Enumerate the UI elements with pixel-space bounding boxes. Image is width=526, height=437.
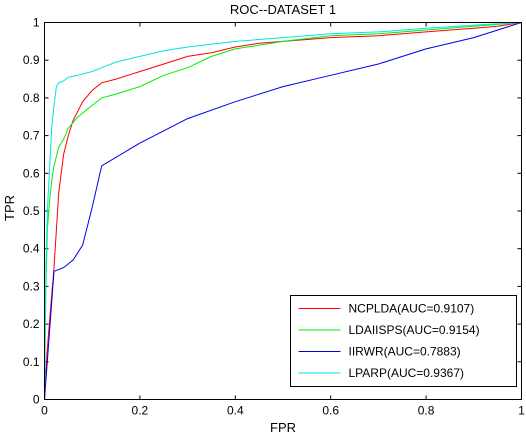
y-tick-label: 0.9 — [23, 53, 40, 67]
y-tick-label: 0 — [33, 393, 40, 407]
plot-frame — [44, 22, 522, 400]
legend: NCPLDA(AUC=0.9107) LDAIISPS(AUC=0.9154) II… — [290, 295, 517, 387]
y-tick-label: 0.1 — [23, 355, 40, 369]
legend-label-0: NCPLDA(AUC=0.9107) — [349, 302, 475, 316]
y-tick-label: 0.8 — [23, 91, 40, 105]
y-tick-label: 0.2 — [23, 317, 40, 331]
x-axis-label: FPR — [270, 420, 296, 435]
y-tick-label: 0.3 — [23, 279, 40, 293]
y-tick-label: 0.6 — [23, 166, 40, 180]
x-tick-label: 0 — [41, 404, 48, 418]
series-line-3 — [44, 22, 522, 400]
x-tick-label: 0.4 — [227, 404, 244, 418]
x-tick-label: 1 — [518, 404, 525, 418]
x-tick-label: 0.6 — [322, 404, 339, 418]
y-tick-label: 0.7 — [23, 129, 40, 143]
series-line-0 — [44, 22, 522, 400]
series-line-2 — [44, 22, 522, 400]
legend-label-2: IIRWR(AUC=0.7883) — [349, 345, 461, 359]
legend-box — [290, 295, 517, 387]
y-tick-label: 1 — [33, 16, 40, 30]
series-line-1 — [44, 22, 522, 400]
legend-label-3: LPARP(AUC=0.9367) — [349, 366, 465, 380]
series-layer — [44, 22, 522, 400]
x-tick-label: 0.2 — [132, 404, 149, 418]
y-tick-label: 0.4 — [23, 242, 40, 256]
y-tick-label: 0.5 — [23, 204, 40, 218]
legend-label-1: LDAIISPS(AUC=0.9154) — [349, 323, 480, 337]
x-tick-label: 0.8 — [418, 404, 435, 418]
y-axis-label: TPR — [2, 195, 17, 221]
chart-title: ROC--DATASET 1 — [230, 2, 336, 17]
